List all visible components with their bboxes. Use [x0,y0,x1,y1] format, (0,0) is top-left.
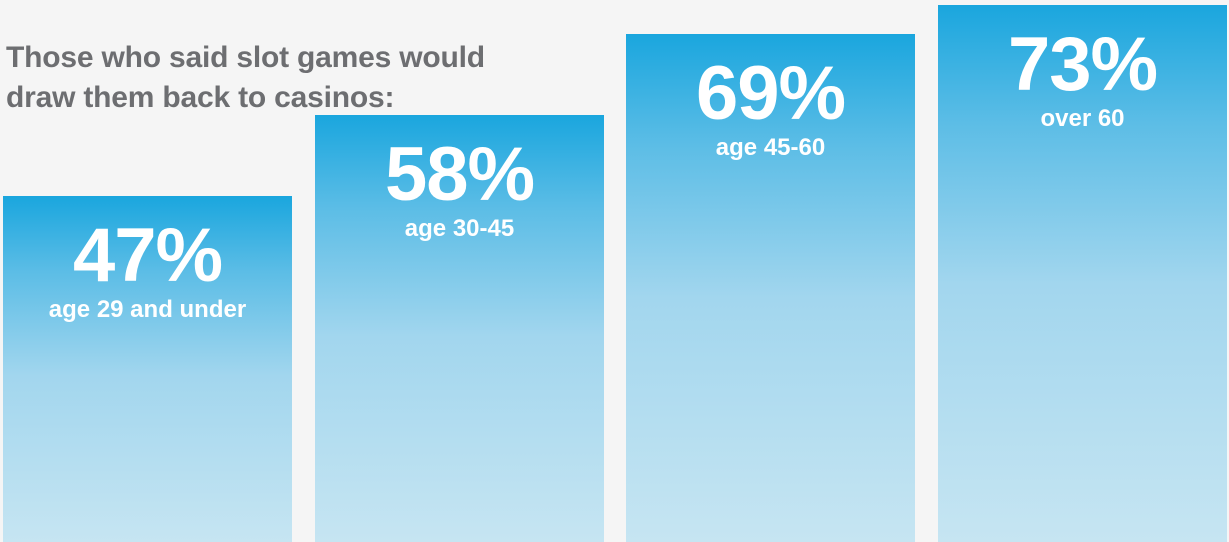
bar-text: 47% age 29 and under [3,216,292,324]
bar-text: 69% age 45-60 [626,54,915,162]
bar-age-30-45: 58% age 30-45 [315,115,604,542]
bar-value-label: 73% [1007,22,1158,107]
bar-category-label: age 30-45 [404,215,515,242]
bar-text: 73% over 60 [938,25,1227,133]
bar-over-60: 73% over 60 [938,5,1227,542]
bar-category-label: over 60 [1040,105,1125,132]
chart-title: Those who said slot games would draw the… [6,38,566,118]
bar-category-label: age 45-60 [715,134,826,161]
bar-age-29-and-under: 47% age 29 and under [3,196,292,542]
bar-value-label: 47% [72,213,223,298]
bar-value-label: 58% [384,132,535,217]
bar-category-label: age 29 and under [48,296,247,323]
bar-value-label: 69% [695,51,846,136]
chart-title-line-1: Those who said slot games would [6,41,485,74]
bar-text: 58% age 30-45 [315,135,604,243]
chart-title-line-2: draw them back to casinos: [6,81,395,114]
bar-age-45-60: 69% age 45-60 [626,34,915,542]
